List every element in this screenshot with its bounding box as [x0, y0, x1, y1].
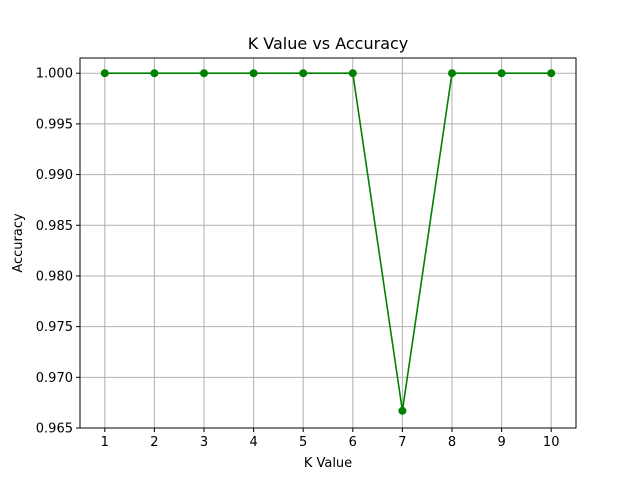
- data-point: [348, 69, 357, 78]
- grid: [80, 58, 576, 429]
- y-tick-label: 1.000: [36, 67, 73, 82]
- x-tick-label: 7: [398, 435, 406, 450]
- data-point: [150, 69, 159, 78]
- y-tick-label: 0.985: [36, 219, 73, 234]
- x-tick-label: 1: [101, 435, 109, 450]
- data-point: [448, 69, 456, 78]
- data-point: [200, 69, 208, 78]
- y-tick-label: 0.995: [36, 117, 73, 132]
- x-axis-ticks: 1 2 3 4 5 6 7 8 9 10: [101, 428, 560, 450]
- x-tick-label: 9: [497, 435, 505, 450]
- x-axis-label: K Value: [304, 456, 352, 471]
- x-tick-label: 2: [150, 435, 158, 450]
- y-axis-label: Accuracy: [11, 213, 26, 273]
- chart-title: K Value vs Accuracy: [248, 34, 409, 53]
- y-tick-label: 0.975: [36, 320, 73, 335]
- x-tick-label: 6: [349, 435, 357, 450]
- series-line: [104, 72, 552, 411]
- data-point: [100, 69, 109, 78]
- data-point: [299, 69, 308, 78]
- plot-frame: [79, 57, 577, 429]
- y-tick-label: 0.980: [36, 269, 73, 284]
- y-tick-label: 0.970: [36, 371, 73, 386]
- data-point: [249, 69, 258, 78]
- data-point: [497, 69, 506, 78]
- y-tick-label: 0.990: [36, 168, 73, 183]
- y-axis-ticks: 0.965 0.970 0.975 0.980 0.985 0.990 0.995 1.000: [36, 67, 80, 437]
- x-tick-label: 8: [448, 435, 456, 450]
- x-tick-label: 5: [299, 435, 307, 450]
- series-layer: [100, 69, 556, 415]
- data-point: [398, 406, 407, 415]
- y-tick-label: 0.965: [36, 422, 73, 437]
- data-point: [547, 69, 556, 78]
- x-tick-label: 10: [543, 435, 560, 450]
- x-tick-label: 3: [200, 435, 208, 450]
- x-tick-label: 4: [249, 435, 257, 450]
